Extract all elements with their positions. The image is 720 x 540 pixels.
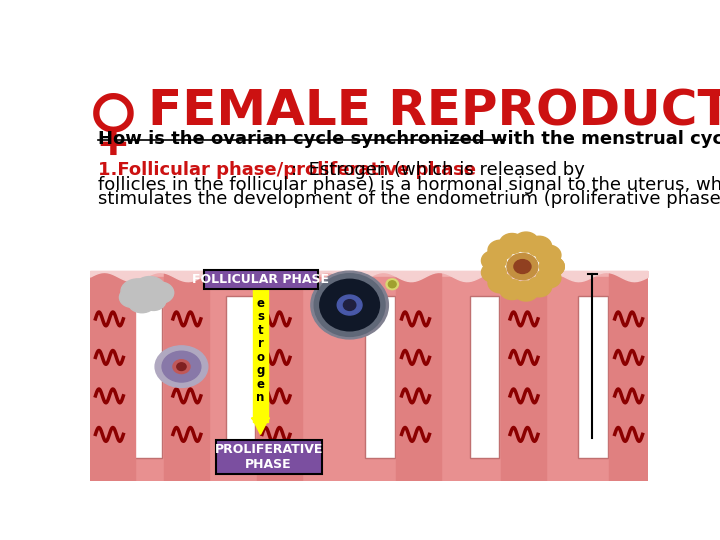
Ellipse shape <box>488 240 513 260</box>
Text: PROLIFERATIVE
PHASE: PROLIFERATIVE PHASE <box>215 443 323 471</box>
Bar <box>225 296 255 457</box>
Bar <box>253 288 269 422</box>
Ellipse shape <box>162 351 201 382</box>
Ellipse shape <box>513 281 539 301</box>
Text: FOLLICULAR PHASE: FOLLICULAR PHASE <box>192 273 329 286</box>
Text: e
s
t
r
o
g
e
n: e s t r o g e n <box>256 296 265 404</box>
Ellipse shape <box>500 280 524 300</box>
Ellipse shape <box>536 245 561 265</box>
Bar <box>365 296 395 457</box>
Bar <box>469 296 499 457</box>
Ellipse shape <box>488 273 513 293</box>
FancyBboxPatch shape <box>204 271 318 289</box>
Ellipse shape <box>536 268 561 288</box>
Text: 1.Follicular phase/proliferative phase: 1.Follicular phase/proliferative phase <box>98 161 476 179</box>
Ellipse shape <box>386 279 398 289</box>
Text: stimulates the development of the endometrium (proliferative phase).: stimulates the development of the endome… <box>98 190 720 208</box>
Ellipse shape <box>513 232 539 252</box>
Bar <box>163 273 209 481</box>
Ellipse shape <box>121 279 155 303</box>
Ellipse shape <box>155 346 208 387</box>
Bar <box>132 296 162 457</box>
FancyBboxPatch shape <box>215 440 322 474</box>
Ellipse shape <box>319 278 381 332</box>
Bar <box>256 273 302 481</box>
Ellipse shape <box>539 256 564 276</box>
Ellipse shape <box>141 291 166 310</box>
Bar <box>90 273 135 481</box>
Ellipse shape <box>120 287 144 307</box>
Ellipse shape <box>500 233 524 253</box>
Ellipse shape <box>388 281 396 288</box>
Ellipse shape <box>527 237 552 256</box>
Text: How is the ovarian cycle synchronized with the menstrual cycle?: How is the ovarian cycle synchronized wi… <box>98 130 720 148</box>
Bar <box>90 271 648 481</box>
Ellipse shape <box>173 360 190 374</box>
Bar <box>500 273 546 481</box>
Ellipse shape <box>337 295 362 315</box>
Text: FEMALE REPRODUCTION: FEMALE REPRODUCTION <box>148 88 720 136</box>
Text: :  Estrogen (which is released by: : Estrogen (which is released by <box>291 161 585 179</box>
Ellipse shape <box>134 276 165 300</box>
Text: ♀: ♀ <box>87 92 140 161</box>
Ellipse shape <box>507 253 538 280</box>
Ellipse shape <box>539 256 564 276</box>
Bar <box>578 296 608 457</box>
Ellipse shape <box>514 260 531 273</box>
Ellipse shape <box>177 363 186 370</box>
Bar <box>396 273 441 481</box>
Ellipse shape <box>343 300 356 310</box>
Ellipse shape <box>311 271 388 339</box>
Bar <box>609 273 654 481</box>
Ellipse shape <box>482 262 506 282</box>
Ellipse shape <box>145 282 174 303</box>
Ellipse shape <box>482 251 506 271</box>
Ellipse shape <box>128 291 156 313</box>
Text: follicles in the follicular phase) is a hormonal signal to the uterus, which: follicles in the follicular phase) is a … <box>98 176 720 194</box>
Ellipse shape <box>527 277 552 297</box>
FancyArrow shape <box>252 417 269 434</box>
Bar <box>90 276 648 481</box>
